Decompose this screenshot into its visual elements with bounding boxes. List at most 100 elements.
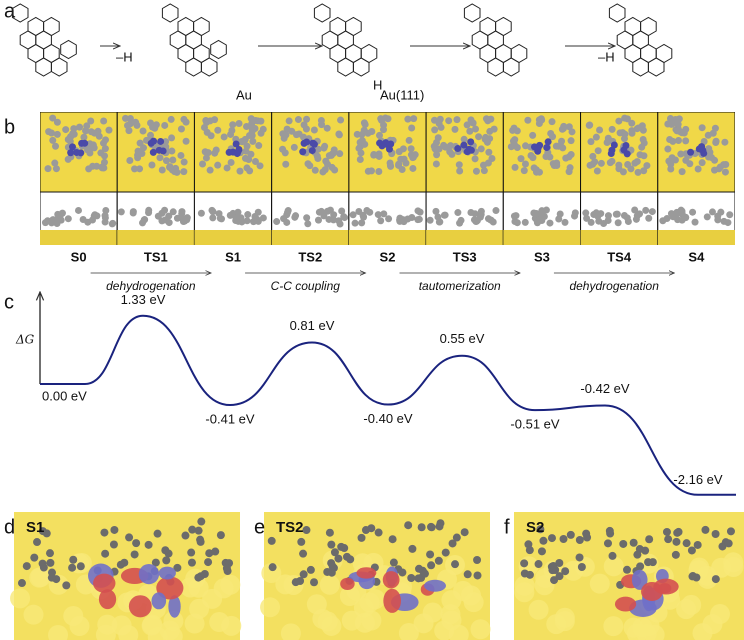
- atom: [567, 137, 575, 145]
- atom: [463, 121, 471, 129]
- ring: [60, 39, 77, 60]
- atom: [101, 549, 110, 558]
- panel-letter: b: [4, 116, 15, 138]
- atom: [636, 151, 644, 159]
- atom: [87, 117, 95, 125]
- atom: [488, 155, 496, 163]
- atom: [472, 125, 480, 133]
- atom: [451, 125, 459, 133]
- atom: [303, 115, 311, 123]
- state-label: S0: [71, 249, 87, 264]
- atom: [675, 137, 683, 145]
- atom: [678, 216, 686, 224]
- atom: [427, 561, 436, 570]
- atom: [242, 147, 250, 155]
- state-label: TS1: [144, 249, 168, 264]
- atom: [667, 210, 675, 218]
- atom: [355, 144, 363, 152]
- orbital: [98, 589, 117, 610]
- atom: [430, 116, 438, 124]
- atom: [223, 164, 231, 172]
- atom: [173, 214, 181, 222]
- atom: [53, 130, 61, 138]
- atom: [686, 160, 694, 168]
- atom: [664, 535, 673, 544]
- gold-atom: [209, 612, 230, 633]
- atom: [229, 121, 237, 129]
- atom: [712, 139, 720, 147]
- atom: [711, 156, 719, 164]
- step-label: –H: [598, 49, 615, 64]
- atom: [308, 147, 316, 155]
- atom: [69, 130, 77, 138]
- atom: [608, 125, 616, 133]
- atom: [157, 137, 165, 145]
- atom: [536, 525, 545, 534]
- atom: [147, 139, 155, 147]
- atom: [525, 546, 534, 555]
- atom: [556, 141, 564, 149]
- atom: [631, 206, 639, 214]
- atom: [585, 121, 593, 129]
- atom: [448, 539, 457, 548]
- render-panel: [260, 512, 491, 640]
- atom: [89, 141, 97, 149]
- panel-letter: c: [4, 291, 14, 313]
- atom: [460, 135, 468, 143]
- atom: [303, 214, 311, 222]
- orbital: [356, 567, 377, 579]
- atom: [606, 159, 614, 167]
- atom: [182, 137, 190, 145]
- atom: [161, 546, 170, 555]
- atom: [374, 211, 382, 219]
- atom: [101, 214, 109, 222]
- atom: [330, 548, 339, 557]
- atom: [97, 149, 105, 157]
- atom: [76, 123, 84, 131]
- atom: [614, 219, 622, 227]
- gold-atom: [29, 567, 50, 588]
- gold-atom: [321, 615, 342, 636]
- atom: [109, 540, 118, 549]
- atom: [254, 217, 262, 225]
- atom: [435, 145, 443, 153]
- atom: [145, 206, 153, 214]
- atom: [445, 117, 453, 125]
- atom: [510, 212, 518, 220]
- orbital: [151, 592, 167, 610]
- atom: [648, 208, 656, 216]
- atom: [538, 209, 546, 217]
- atom: [417, 523, 426, 532]
- atom: [349, 211, 357, 219]
- atom: [664, 145, 672, 153]
- gold-atom: [514, 582, 535, 603]
- atom: [216, 531, 225, 540]
- atom: [100, 117, 108, 125]
- atom: [67, 149, 75, 157]
- atom: [592, 209, 600, 217]
- atom: [603, 539, 612, 548]
- atom: [323, 160, 331, 168]
- atom: [256, 162, 264, 170]
- surface: [657, 230, 735, 245]
- atom: [432, 160, 440, 168]
- atom: [639, 136, 647, 144]
- atom: [126, 157, 134, 165]
- atom: [165, 219, 173, 227]
- atom: [623, 150, 631, 158]
- atom: [33, 538, 42, 547]
- atom: [486, 127, 494, 135]
- atom: [126, 115, 134, 123]
- atom: [76, 562, 85, 571]
- atom: [358, 131, 366, 139]
- atom: [682, 125, 690, 133]
- atom: [593, 167, 601, 175]
- atom: [592, 133, 600, 141]
- atom: [452, 533, 461, 542]
- atom: [158, 217, 166, 225]
- gold-atom: [260, 597, 281, 618]
- atom: [431, 126, 439, 134]
- atom: [708, 208, 716, 216]
- atom: [382, 139, 390, 147]
- gold-atom: [710, 604, 731, 625]
